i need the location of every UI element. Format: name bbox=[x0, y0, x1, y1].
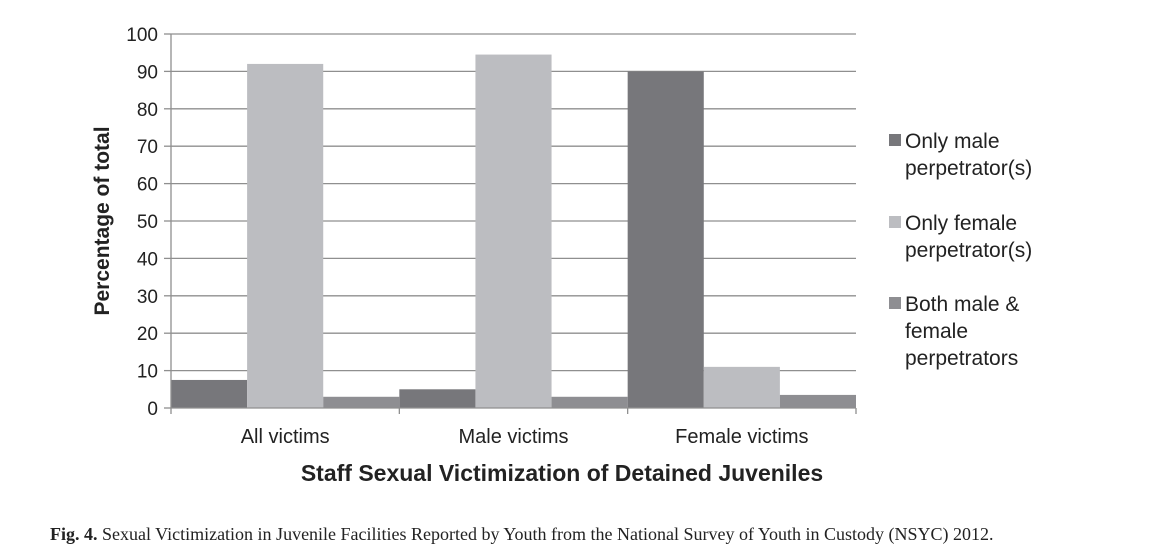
legend-swatch bbox=[889, 134, 901, 146]
axes bbox=[164, 33, 857, 414]
y-tick-label: 0 bbox=[147, 399, 158, 420]
legend-label: female bbox=[905, 320, 968, 343]
y-tick-label: 90 bbox=[137, 62, 158, 83]
x-category-label: All victims bbox=[241, 426, 330, 448]
x-axis-title: Staff Sexual Victimization of Detained J… bbox=[301, 460, 823, 486]
bar bbox=[703, 366, 780, 408]
bar bbox=[323, 396, 400, 408]
bars bbox=[171, 54, 856, 409]
legend-label: perpetrators bbox=[905, 347, 1018, 370]
y-tick-label: 10 bbox=[137, 362, 158, 383]
legend-label: perpetrator(s) bbox=[905, 157, 1032, 180]
legend-label: Both male & bbox=[905, 293, 1019, 316]
legend-label: Only male bbox=[905, 130, 1000, 153]
y-tick-label: 100 bbox=[126, 25, 158, 46]
y-tick-label: 30 bbox=[137, 287, 158, 308]
figure-label: Fig. 4. bbox=[50, 524, 98, 544]
legend-swatch bbox=[889, 297, 901, 309]
x-category-label: Male victims bbox=[458, 426, 568, 448]
legend-swatch bbox=[889, 216, 901, 228]
bar bbox=[551, 396, 628, 408]
y-axis-title: Percentage of total bbox=[91, 126, 114, 315]
bar bbox=[475, 54, 552, 408]
bar bbox=[779, 394, 856, 408]
legend-label: Only female bbox=[905, 212, 1017, 235]
bar bbox=[247, 63, 324, 409]
figure-caption: Fig. 4. Sexual Victimization in Juvenile… bbox=[50, 524, 994, 545]
y-tick-label: 50 bbox=[137, 212, 158, 233]
y-tick-label: 20 bbox=[137, 324, 158, 345]
y-tick-labels: 0 10 20 30 40 50 60 70 80 90 100 bbox=[126, 25, 158, 420]
bar bbox=[171, 379, 248, 408]
bar-chart: 0 10 20 30 40 50 60 70 80 90 100 All victims Male v… bbox=[91, 25, 1032, 486]
x-category-label: Female victims bbox=[675, 426, 808, 448]
legend: Only male perpetrator(s) Only female perpet… bbox=[889, 130, 1032, 370]
y-tick-label: 60 bbox=[137, 175, 158, 196]
bar bbox=[399, 389, 476, 408]
x-category-labels: All victims Male victims Female victims bbox=[241, 426, 809, 448]
bar bbox=[627, 71, 704, 409]
caption-text: Sexual Victimization in Juvenile Facilit… bbox=[97, 524, 994, 544]
legend-label: perpetrator(s) bbox=[905, 239, 1032, 262]
y-tick-label: 40 bbox=[137, 249, 158, 270]
y-tick-label: 70 bbox=[137, 137, 158, 158]
y-tick-label: 80 bbox=[137, 100, 158, 121]
